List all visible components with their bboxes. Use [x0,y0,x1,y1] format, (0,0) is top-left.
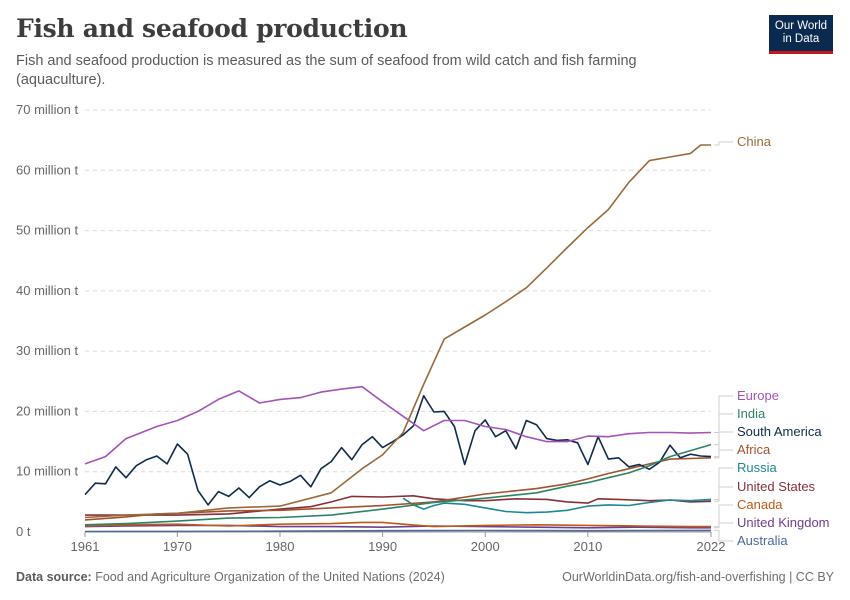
legend-connector-africa [714,449,733,459]
chart-title: Fish and seafood production [16,14,408,43]
legend-connector-russia [714,467,733,500]
y-tick-label: 30 million t [16,343,79,358]
series-line-canada [84,521,711,528]
legend-label-canada: Canada [737,497,783,512]
series-line-africa [84,457,712,521]
x-tick-label: 1961 [71,539,100,554]
legend-connector-united-kingdom [714,522,733,529]
series-line-india [84,443,712,526]
legend-label-india: India [737,406,766,421]
legend-connector-united-states [714,486,733,502]
legend-label-africa: Africa [737,442,771,457]
legend-label-russia: Russia [737,460,778,475]
x-tick-label: 2000 [471,539,500,554]
series-line-china [84,144,711,519]
source-text: Food and Agriculture Organization of the… [95,570,445,584]
y-tick-label: 20 million t [16,403,79,418]
x-tick-label: 1980 [266,539,295,554]
legend-connector-australia [714,529,733,542]
x-tick-label: 1990 [368,539,397,554]
x-tick-label: 1970 [163,539,192,554]
owid-logo[interactable]: Our World in Data [769,15,833,54]
x-axis: 1961 1970 1980 1990 2000 2010 2022 [71,531,726,554]
series-line-united-kingdom [84,524,711,529]
series-lines [84,144,712,533]
x-tick-label: 2022 [697,539,726,554]
legend-connector-south-america [714,431,733,458]
y-tick-label: 50 million t [16,223,79,238]
series-line-europe [84,385,712,465]
source-label: Data source: [16,570,92,584]
footer-link[interactable]: OurWorldinData.org/fish-and-overfishing … [562,570,834,584]
gridlines [85,109,711,473]
chart-subtitle: Fish and seafood production is measured … [16,53,637,88]
legend-connector-china [714,141,733,146]
legend-label-australia: Australia [737,533,788,548]
legend-connector-canada [714,504,733,528]
y-tick-label: 40 million t [16,283,79,298]
y-axis: 0 t 10 million t 20 million t 30 million t 4… [16,102,79,539]
legend-label-europe: Europe [737,388,779,403]
logo-line-2: in Data [782,33,820,45]
legend-label-united-states: United States [737,479,816,494]
x-tick-label: 2010 [573,539,602,554]
y-tick-label: 10 million t [16,464,79,479]
y-tick-label: 60 million t [16,162,79,177]
logo-line-1: Our World [774,20,828,32]
series-line-australia [84,529,712,533]
line-chart: 0 t 10 million t 20 million t 30 million t 4… [16,102,830,554]
footer-source: Data source: Food and Agriculture Organi… [16,570,445,584]
y-tick-label: 70 million t [16,102,79,117]
legend: China Europe India South America Africa Russi… [714,134,830,548]
y-tick-label: 0 t [16,524,31,539]
legend-label-united-kingdom: United Kingdom [737,515,830,530]
legend-connector-india [714,413,733,446]
legend-label-china: China [737,134,772,149]
legend-label-south-america: South America [737,424,822,439]
series-line-russia [402,497,712,514]
